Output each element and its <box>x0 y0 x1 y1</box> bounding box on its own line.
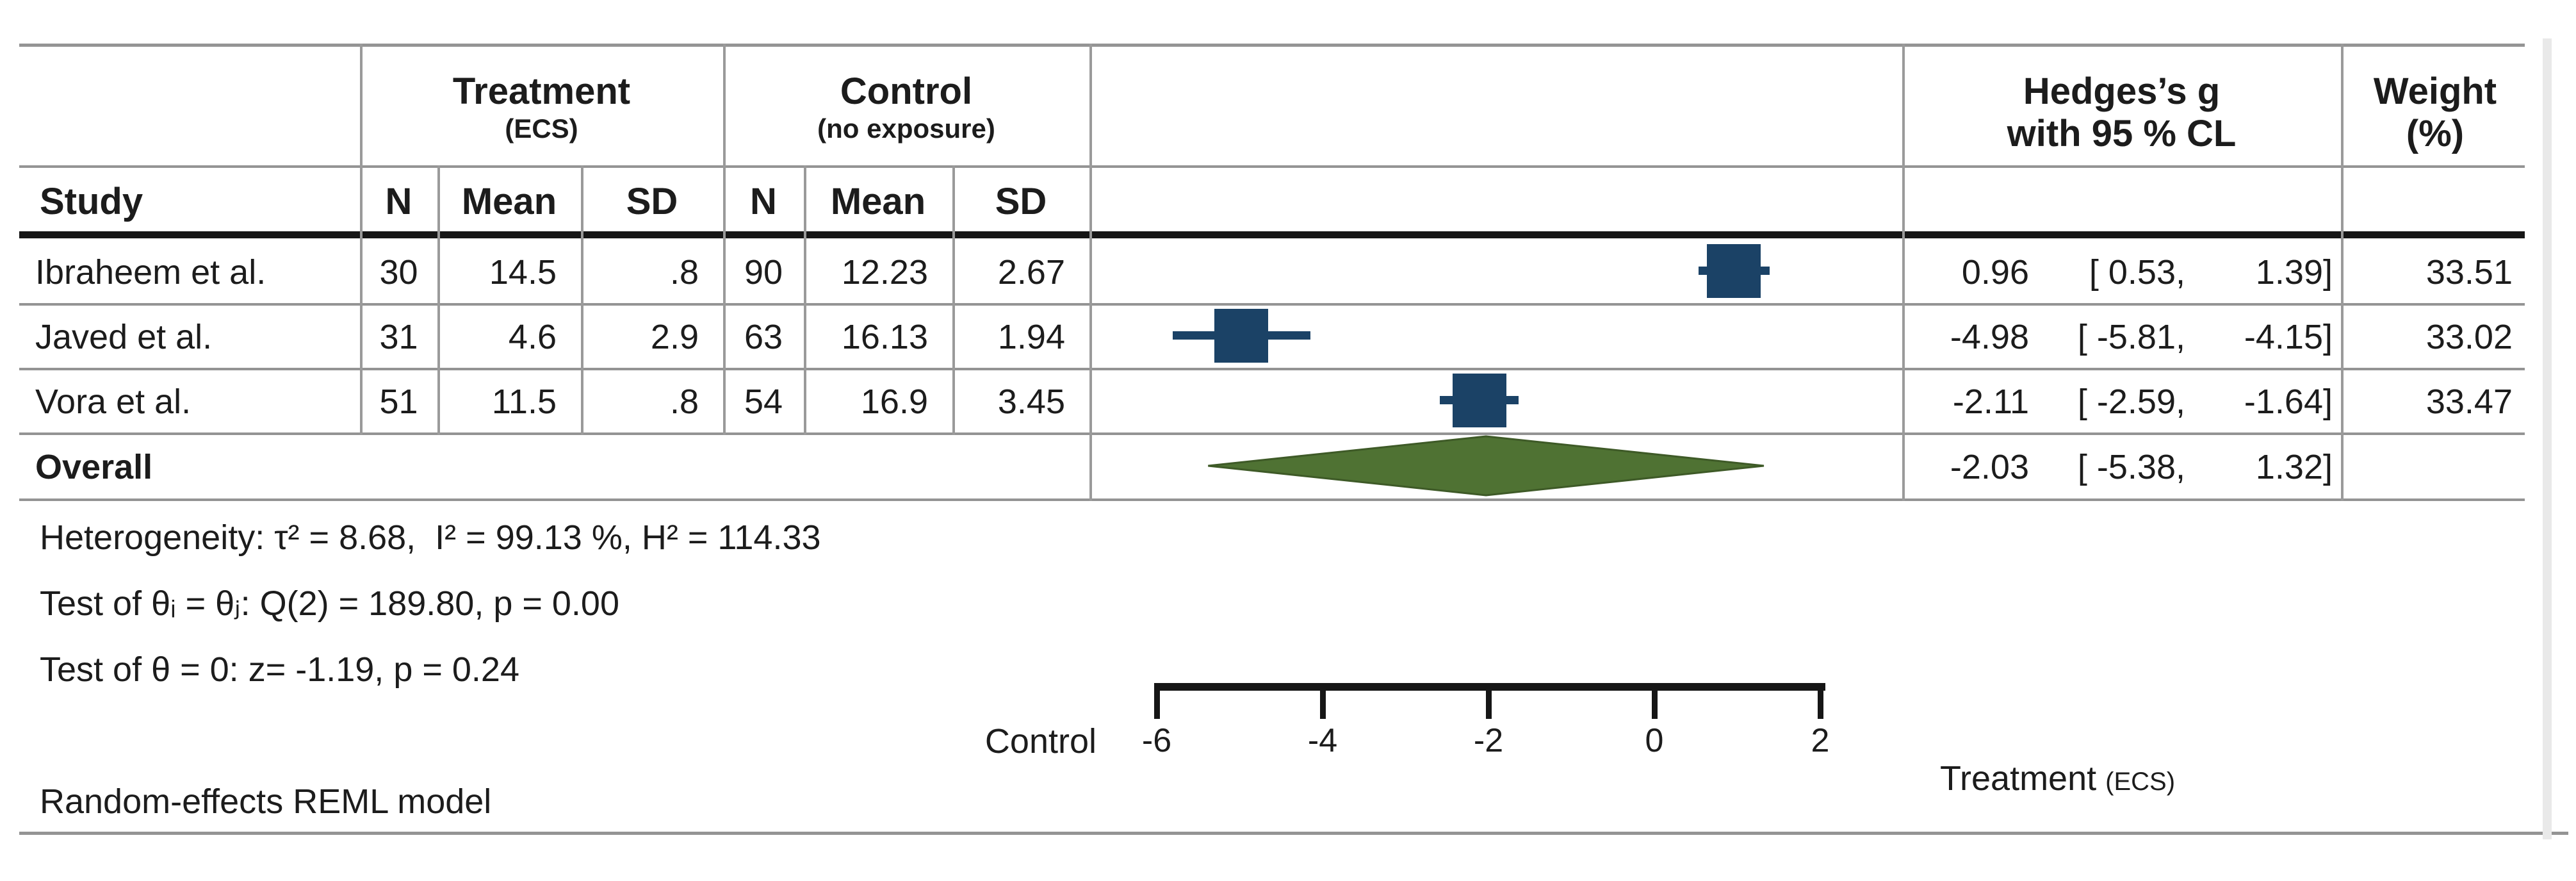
axis-left-label: Control <box>984 722 1096 761</box>
rule-row1-bottom <box>19 303 2525 306</box>
ci-upper: -4.15] <box>2244 318 2333 356</box>
model-note: Random-effects REML model <box>40 782 492 821</box>
weight-value: 33.51 <box>2425 253 2513 292</box>
treatment-sd: .8 <box>669 253 699 292</box>
effect-header-line1: Hedges’s g <box>2023 70 2221 112</box>
effect-estimate: 0.96 <box>1961 253 2029 292</box>
effect-estimate: -4.98 <box>1950 318 2029 356</box>
col-header-t-sd: SD <box>626 181 678 222</box>
rule-under-group-headers <box>19 165 2525 168</box>
test-overall-effect: Test of θ = 0: z= -1.19, p = 0.24 <box>40 650 519 689</box>
control-group-header: Control <box>840 70 973 112</box>
col-line-weight <box>2341 44 2344 501</box>
axis-tick <box>1818 683 1823 719</box>
axis-tick <box>1486 683 1492 719</box>
axis-tick-label: 2 <box>1811 722 1830 759</box>
axis-tick-label: 0 <box>1645 722 1664 759</box>
treatment-mean: 11.5 <box>491 383 557 421</box>
rule-under-column-headers <box>19 231 2525 238</box>
weight-header-line2: (%) <box>2406 113 2465 154</box>
ci-lower: [ 0.53, <box>2089 253 2185 292</box>
rule-overall-bottom <box>19 498 2525 501</box>
rule-bottom <box>19 832 2568 835</box>
ci-lower: [ -2.59, <box>2077 383 2185 421</box>
control-n: 63 <box>744 318 783 356</box>
control-n: 90 <box>744 253 783 292</box>
effect-header-line2: with 95 % CL <box>2007 113 2237 154</box>
ci-whisker <box>1439 396 1519 404</box>
ci-upper: -1.64] <box>2244 383 2333 421</box>
axis-right-label-main: Treatment <box>1940 759 2097 798</box>
control-n: 54 <box>744 383 783 421</box>
treatment-group-subheader: (ECS) <box>505 113 578 144</box>
rule-row2-bottom <box>19 368 2525 370</box>
overall-label: Overall <box>35 448 153 486</box>
col-header-c-sd: SD <box>995 181 1047 222</box>
weight-header-line1: Weight <box>2373 70 2497 112</box>
col-line-plot-left <box>1089 44 1092 501</box>
control-sd: 2.67 <box>997 253 1065 292</box>
effect-estimate: -2.11 <box>1952 383 2029 421</box>
overall-ci-lower: [ -5.38, <box>2077 448 2185 486</box>
study-marker <box>1214 309 1269 363</box>
col-line-plot-right <box>1902 44 1905 501</box>
weight-value: 33.02 <box>2425 318 2513 356</box>
overall-estimate: -2.03 <box>1950 448 2029 486</box>
treatment-sd: .8 <box>669 383 699 421</box>
axis-right-label: Treatment (ECS) <box>1902 723 2175 835</box>
control-mean: 16.13 <box>841 318 928 356</box>
col-line-groups <box>723 44 726 435</box>
control-sd: 3.45 <box>997 383 1065 421</box>
axis-tick-label: -4 <box>1307 722 1338 759</box>
col-header-c-n: N <box>750 181 777 222</box>
study-marker <box>1452 374 1506 427</box>
axis-right-label-sub: (ECS) <box>2105 768 2176 796</box>
col-line-study <box>360 44 363 435</box>
control-mean: 16.9 <box>860 383 928 421</box>
treatment-mean: 4.6 <box>508 318 557 356</box>
treatment-n: 30 <box>379 253 418 292</box>
col-header-t-mean: Mean <box>461 181 557 222</box>
col-header-c-mean: Mean <box>830 181 926 222</box>
weight-value: 33.47 <box>2425 383 2513 421</box>
col-header-study: Study <box>40 181 143 222</box>
col-line-t-n <box>437 165 440 435</box>
col-line-c-n <box>804 165 806 435</box>
control-group-subheader: (no exposure) <box>817 113 995 144</box>
study-name: Ibraheem et al. <box>35 253 266 292</box>
col-line-c-mean <box>952 165 955 435</box>
rule-top <box>19 44 2525 47</box>
diamond-shape <box>1208 435 1765 497</box>
ci-whisker <box>1172 331 1310 340</box>
study-name: Javed et al. <box>35 318 213 356</box>
overall-ci-upper: 1.32] <box>2255 448 2333 486</box>
test-group-equality: Test of θᵢ = θⱼ: Q(2) = 189.80, p = 0.00 <box>40 584 620 623</box>
col-line-t-mean <box>581 165 583 435</box>
treatment-mean: 14.5 <box>489 253 557 292</box>
treatment-group-header: Treatment <box>452 70 631 112</box>
study-marker <box>1707 244 1761 298</box>
axis-tick <box>1320 683 1326 719</box>
study-name: Vora et al. <box>35 383 192 421</box>
heterogeneity-stats: Heterogeneity: τ² = 8.68, I² = 99.13 %, … <box>40 518 821 557</box>
axis-tick <box>1652 683 1658 719</box>
ci-lower: [ -5.81, <box>2077 318 2185 356</box>
ci-upper: 1.39] <box>2255 253 2333 292</box>
overall-diamond <box>1208 435 1765 497</box>
axis-tick <box>1154 683 1160 719</box>
rule-row3-bottom <box>19 432 2525 435</box>
treatment-n: 51 <box>379 383 418 421</box>
ci-whisker <box>1698 267 1770 275</box>
control-sd: 1.94 <box>997 318 1065 356</box>
treatment-n: 31 <box>379 318 418 356</box>
treatment-sd: 2.9 <box>650 318 699 356</box>
axis-tick-label: -2 <box>1473 722 1504 759</box>
axis-tick-label: -6 <box>1141 722 1172 759</box>
control-mean: 12.23 <box>841 253 928 292</box>
right-edge-strip <box>2543 38 2552 839</box>
col-header-t-n: N <box>385 181 412 222</box>
